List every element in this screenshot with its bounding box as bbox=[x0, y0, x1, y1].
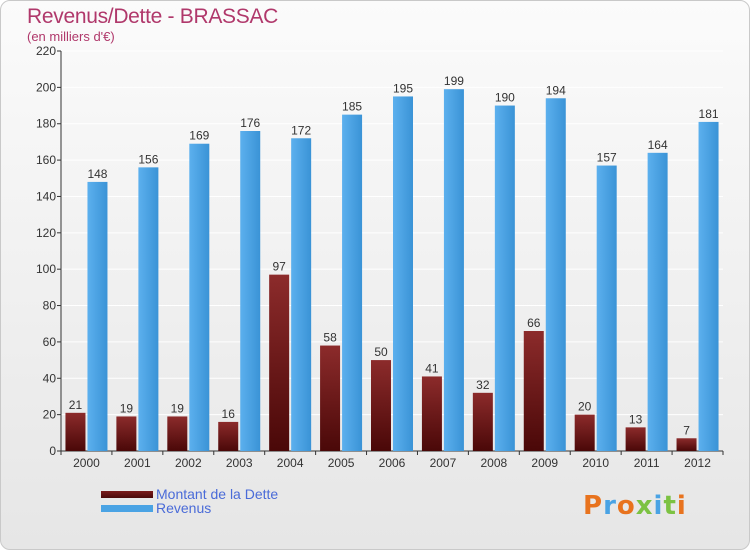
legend-swatch-revenus bbox=[101, 505, 153, 512]
data-label-revenus: 181 bbox=[699, 107, 719, 121]
logo-letter: i bbox=[676, 491, 687, 521]
data-label-revenus: 185 bbox=[342, 100, 362, 114]
x-tick-label: 2009 bbox=[531, 456, 558, 470]
bar-revenus bbox=[393, 96, 413, 452]
data-label-dette: 58 bbox=[323, 331, 337, 345]
bar-dette bbox=[371, 360, 391, 451]
y-tick-label: 0 bbox=[49, 444, 56, 458]
x-tick-label: 2004 bbox=[277, 456, 304, 470]
bar-revenus bbox=[647, 152, 668, 451]
bar-revenus bbox=[494, 105, 515, 451]
bar-revenus bbox=[240, 131, 261, 451]
y-tick-label: 160 bbox=[36, 153, 56, 167]
y-tick-label: 200 bbox=[36, 80, 56, 94]
x-tick-label: 2011 bbox=[634, 456, 660, 470]
bar-dette bbox=[472, 392, 493, 451]
bar-dette bbox=[65, 412, 86, 451]
x-tick-label: 2010 bbox=[582, 456, 609, 470]
data-label-dette: 32 bbox=[476, 378, 490, 392]
bar-revenus bbox=[291, 138, 312, 452]
legend-label-dette: Montant de la Dette bbox=[156, 486, 279, 502]
y-tick-label: 140 bbox=[36, 189, 56, 203]
bar-revenus bbox=[342, 114, 363, 452]
data-label-dette: 21 bbox=[69, 398, 83, 412]
y-tick-label: 60 bbox=[43, 335, 57, 349]
bar-revenus bbox=[87, 181, 108, 451]
data-label-dette: 16 bbox=[222, 407, 236, 421]
data-label-revenus: 190 bbox=[495, 91, 515, 105]
data-label-dette: 66 bbox=[527, 316, 541, 330]
logo-letter: P bbox=[583, 491, 604, 521]
data-label-revenus: 157 bbox=[597, 151, 617, 165]
logo-letter: r bbox=[603, 491, 617, 521]
data-label-revenus: 164 bbox=[648, 138, 668, 152]
data-label-revenus: 172 bbox=[291, 123, 311, 137]
logo-letter: x bbox=[635, 491, 654, 521]
logo-letter: t bbox=[663, 491, 677, 521]
chart-title: Revenus/Dette - BRASSAC bbox=[27, 5, 279, 28]
x-tick-label: 2012 bbox=[684, 456, 711, 470]
bar-dette bbox=[421, 376, 442, 451]
data-label-revenus: 169 bbox=[189, 129, 209, 143]
data-label-dette: 7 bbox=[683, 423, 690, 437]
x-tick-label: 2000 bbox=[73, 456, 100, 470]
bar-dette bbox=[269, 274, 290, 451]
x-tick-label: 2003 bbox=[226, 456, 253, 470]
x-tick-label: 2005 bbox=[328, 456, 355, 470]
y-tick-label: 20 bbox=[43, 408, 57, 422]
legend-swatch-dette bbox=[101, 491, 153, 498]
y-tick-label: 180 bbox=[36, 117, 56, 131]
bar-revenus bbox=[138, 167, 159, 451]
bar-revenus bbox=[189, 143, 210, 451]
x-tick-label: 2001 bbox=[124, 456, 151, 470]
bar-dette bbox=[167, 416, 188, 451]
bar-revenus bbox=[698, 121, 719, 451]
bar-dette bbox=[218, 421, 239, 451]
y-tick-label: 120 bbox=[36, 226, 56, 240]
logo-letter: o bbox=[616, 491, 636, 521]
bar-dette bbox=[625, 427, 646, 451]
bar-revenus bbox=[443, 89, 464, 451]
logo-letter: i bbox=[653, 491, 664, 521]
data-label-revenus: 199 bbox=[444, 74, 464, 88]
x-tick-label: 2008 bbox=[480, 456, 507, 470]
y-tick-label: 100 bbox=[36, 262, 56, 276]
data-label-dette: 19 bbox=[120, 401, 134, 415]
data-label-dette: 50 bbox=[374, 345, 388, 359]
chart-subtitle: (en milliers d'€) bbox=[27, 29, 115, 44]
y-tick-label: 220 bbox=[36, 44, 56, 58]
data-label-dette: 13 bbox=[629, 412, 643, 426]
bar-dette bbox=[320, 345, 341, 451]
data-label-revenus: 148 bbox=[87, 167, 107, 181]
x-tick-label: 2006 bbox=[379, 456, 406, 470]
x-tick-label: 2007 bbox=[430, 456, 457, 470]
y-tick-label: 40 bbox=[43, 371, 57, 385]
bar-revenus bbox=[596, 165, 617, 451]
data-label-dette: 19 bbox=[171, 401, 185, 415]
y-tick-label: 80 bbox=[43, 299, 57, 313]
data-label-revenus: 156 bbox=[138, 152, 158, 166]
bar-dette bbox=[574, 414, 595, 451]
bar-dette bbox=[116, 416, 137, 451]
legend-label-revenus: Revenus bbox=[156, 500, 212, 516]
data-label-revenus: 176 bbox=[240, 116, 260, 130]
bar-dette bbox=[523, 331, 544, 451]
data-label-dette: 41 bbox=[425, 361, 439, 375]
bar-dette bbox=[676, 438, 697, 451]
data-label-dette: 97 bbox=[272, 260, 286, 274]
data-label-revenus: 194 bbox=[546, 83, 566, 97]
x-tick-label: 2002 bbox=[175, 456, 202, 470]
data-label-dette: 20 bbox=[578, 400, 592, 414]
data-label-revenus: 195 bbox=[393, 81, 413, 95]
bar-revenus bbox=[545, 98, 566, 451]
proxiti-logo: Proxiti bbox=[583, 491, 687, 521]
